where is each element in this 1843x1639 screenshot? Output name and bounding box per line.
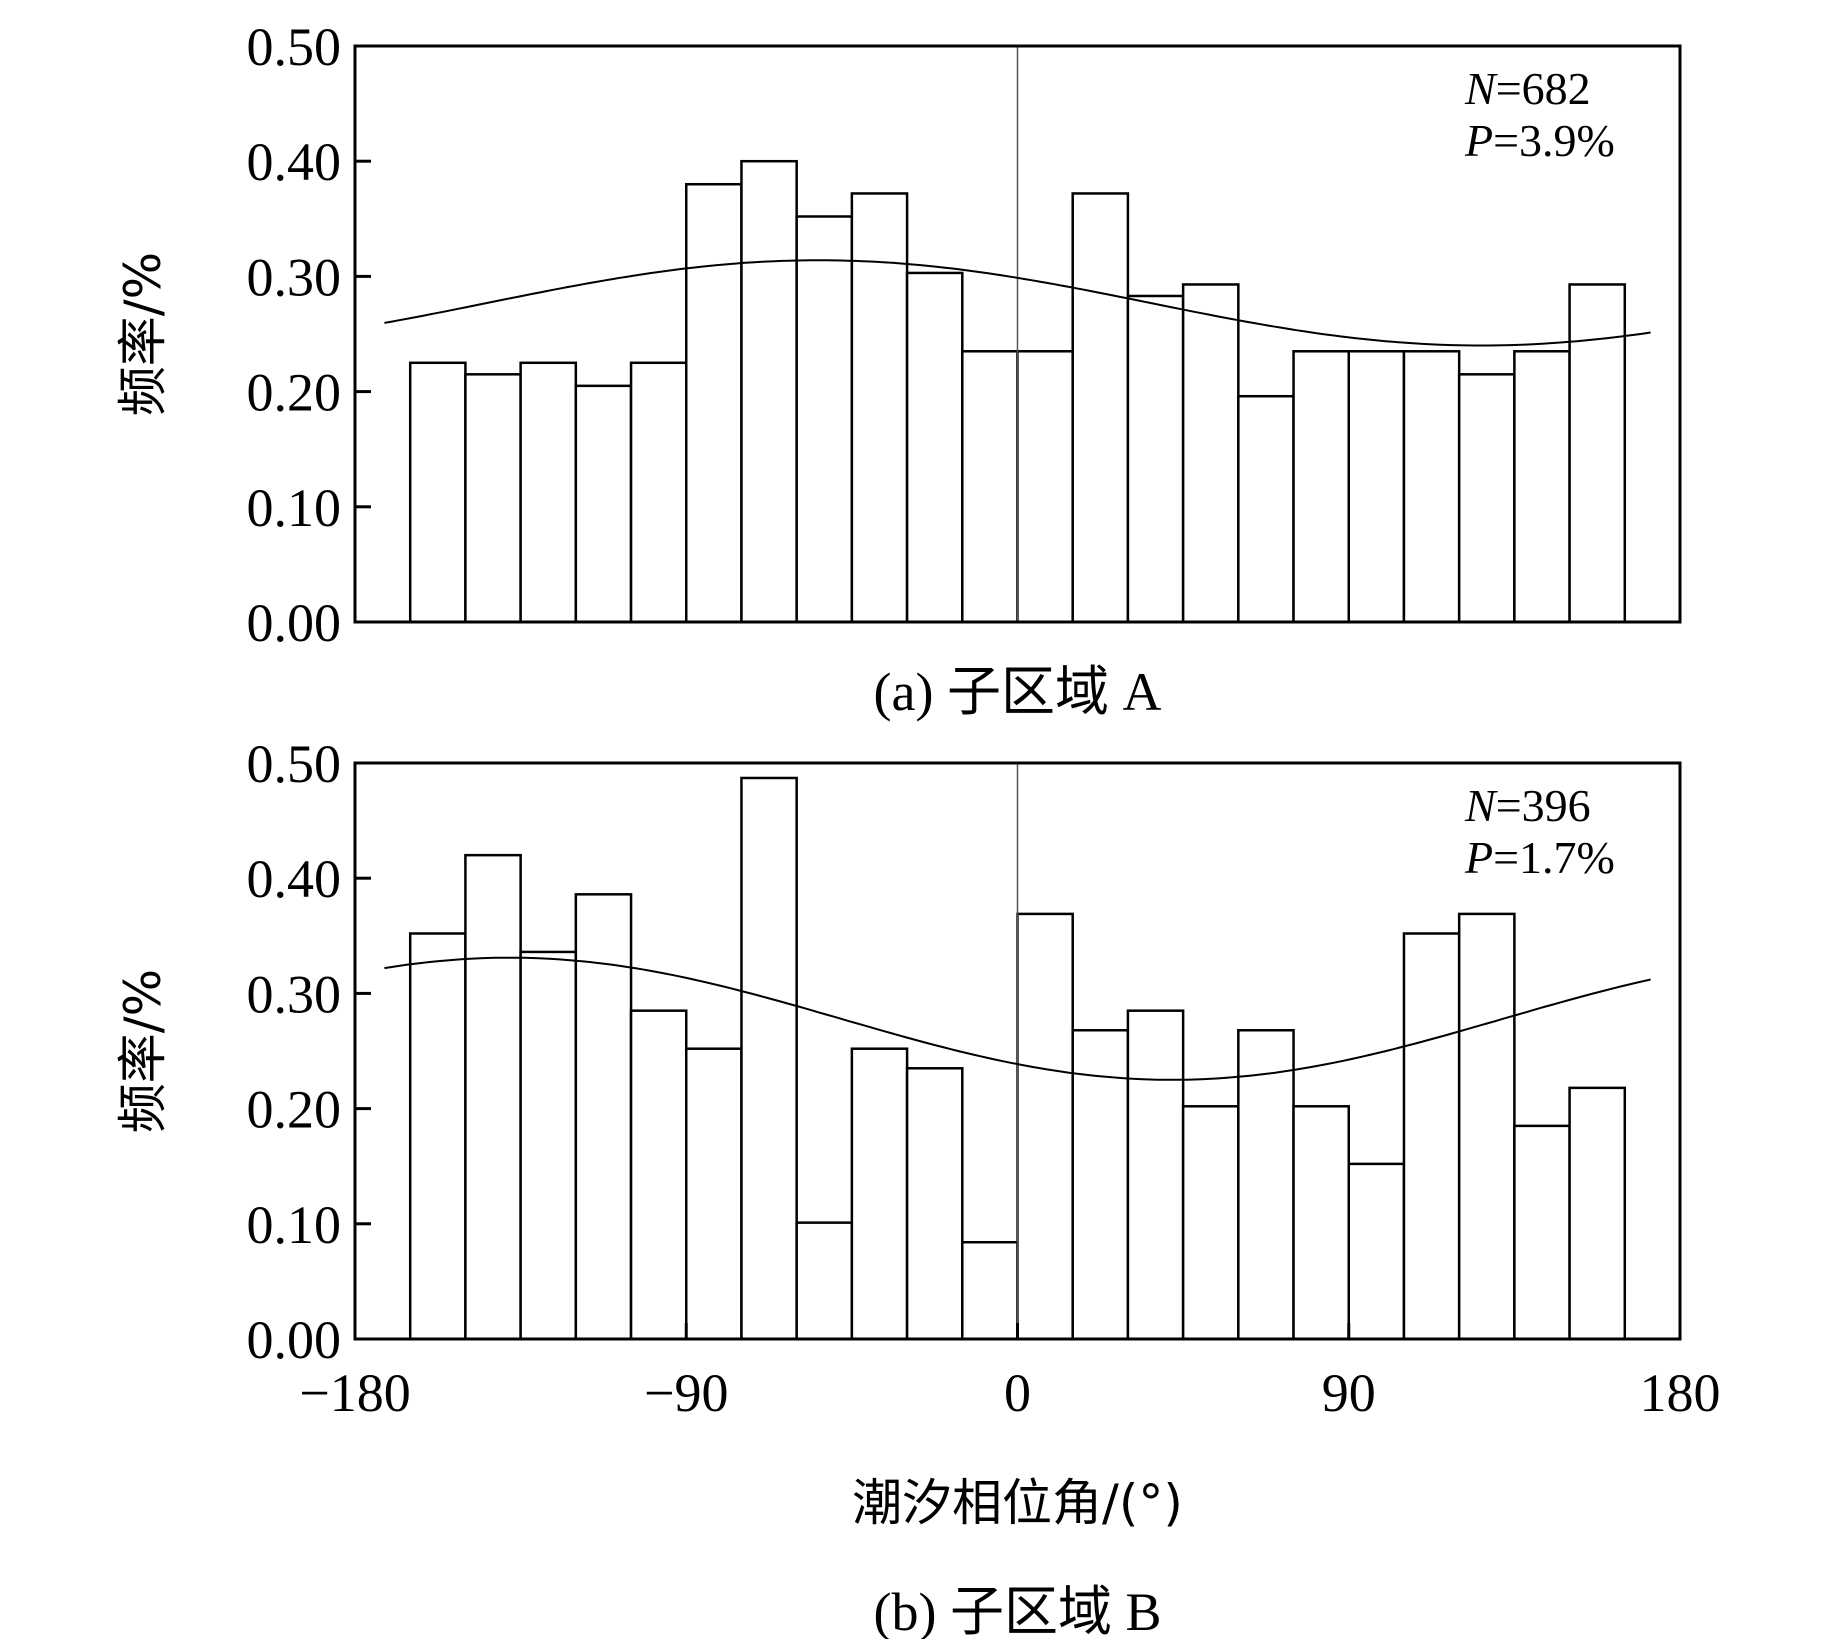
- annotation-n: N=396: [1464, 780, 1591, 831]
- histogram-bar: [1126, 1009, 1185, 1341]
- fit-curve: [384, 956, 1651, 1081]
- histogram-bar: [1513, 1124, 1571, 1341]
- histogram-bar: [1181, 283, 1240, 624]
- histogram-bar: [408, 361, 467, 624]
- histogram-bar: [850, 192, 909, 624]
- histogram-bar: [740, 776, 798, 1341]
- annotation-p-symbol: P: [1464, 115, 1493, 166]
- y-axis-label: 频率/%: [114, 969, 172, 1133]
- histogram-bar: [740, 159, 798, 624]
- histogram-bar: [574, 384, 633, 624]
- histogram-bar: [464, 373, 522, 624]
- histogram-bar: [629, 361, 688, 624]
- histogram-bar: [1071, 192, 1130, 624]
- y-tick-label: 0.30: [247, 247, 342, 307]
- plot-frame: [353, 44, 1682, 624]
- histogram-bar: [961, 1240, 1019, 1341]
- histogram-bar: [408, 932, 467, 1341]
- y-tick-label: 0.20: [247, 1080, 342, 1140]
- annotation-n-symbol: N: [1464, 63, 1498, 114]
- panel-b: 0.00 0.10 0.20 0.30 0.40 0.50 −180 −90 0 90 180 频率/…: [114, 734, 1721, 1639]
- histogram-bar: [1016, 350, 1074, 624]
- histogram-bar: [629, 1009, 688, 1341]
- histogram-bar: [1347, 1162, 1406, 1341]
- y-tick-label: 0.30: [247, 964, 342, 1024]
- histogram-bar: [1016, 912, 1074, 1341]
- annotation-p: P=1.7%: [1464, 832, 1615, 883]
- histogram-bar: [1402, 350, 1461, 624]
- x-axis-label: 潮汐相位角/(°): [852, 1474, 1183, 1532]
- histogram-bar: [1292, 350, 1350, 624]
- y-tick-label: 0.00: [247, 1310, 342, 1370]
- x-tick-label: −180: [299, 1363, 410, 1423]
- annotation-p-symbol: P: [1464, 832, 1493, 883]
- histogram-bar: [685, 1047, 743, 1341]
- y-tick-label: 0.40: [247, 132, 342, 192]
- histogram-bar: [905, 1067, 964, 1341]
- annotation-p-value: =1.7%: [1493, 832, 1615, 883]
- histogram-bar: [519, 361, 578, 624]
- histogram-bar: [519, 950, 578, 1341]
- y-tick-label: 0.10: [247, 1195, 342, 1255]
- histogram-bar: [905, 271, 964, 624]
- histogram-bar: [1126, 294, 1185, 624]
- annotation-n-value: =396: [1496, 780, 1591, 831]
- y-tick-label: 0.50: [247, 17, 342, 77]
- y-tick-label: 0.10: [247, 478, 342, 538]
- x-tick-label: 180: [1640, 1363, 1721, 1423]
- histogram-bar: [961, 350, 1019, 624]
- y-tick-label: 0.00: [247, 593, 342, 653]
- annotation-p: P=3.9%: [1464, 115, 1615, 166]
- y-tick-label: 0.50: [247, 734, 342, 794]
- annotation-n-symbol: N: [1464, 780, 1498, 831]
- histogram-bar: [1071, 1029, 1130, 1341]
- histogram-bar: [795, 215, 854, 624]
- panel-caption: (a) 子区域 A: [874, 662, 1162, 722]
- histogram-bar: [795, 1221, 854, 1341]
- y-axis-label: 频率/%: [114, 252, 172, 416]
- histogram-bar: [1237, 394, 1295, 624]
- histogram-bar: [1457, 373, 1516, 624]
- panel-caption: (b) 子区域 B: [874, 1582, 1162, 1639]
- histogram-bar: [1568, 283, 1627, 624]
- histogram-bar: [1347, 350, 1406, 624]
- histogram-bar: [464, 853, 522, 1341]
- histogram-bar: [850, 1047, 909, 1341]
- histogram-bar: [1292, 1105, 1350, 1341]
- annotation-p-value: =3.9%: [1493, 115, 1615, 166]
- x-tick-label: 90: [1322, 1363, 1376, 1423]
- annotation-n-value: =682: [1496, 63, 1591, 114]
- histogram-bar: [1402, 932, 1461, 1341]
- x-tick-label: 0: [1004, 1363, 1031, 1423]
- histogram-bar: [1513, 350, 1571, 624]
- histogram-bar: [1457, 912, 1516, 1341]
- histogram-bar: [1568, 1086, 1627, 1341]
- annotation-n: N=682: [1464, 63, 1591, 114]
- histogram-bar: [1181, 1105, 1240, 1341]
- x-tick-label: −90: [644, 1363, 728, 1423]
- fit-curve: [384, 259, 1651, 347]
- y-tick-label: 0.20: [247, 363, 342, 423]
- y-tick-label: 0.40: [247, 849, 342, 909]
- histogram-bar: [685, 182, 743, 624]
